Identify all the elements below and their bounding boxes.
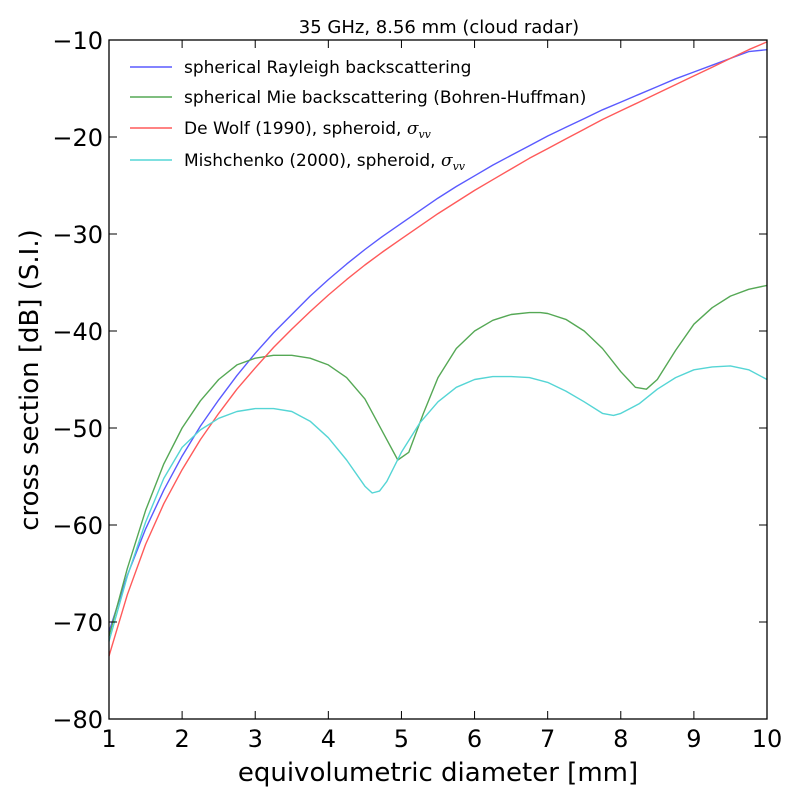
series-line-4: [108, 365, 768, 642]
plot-frame: [108, 39, 768, 720]
chart-title: 35 GHz, 8.56 mm (cloud radar): [299, 17, 579, 38]
x-tick-label: 7: [540, 725, 555, 753]
y-tick-label: −10: [52, 27, 103, 55]
series-line-3: [108, 41, 768, 657]
x-tick-label: 4: [321, 725, 336, 753]
x-axis-label: equivolumetric diameter [mm]: [238, 758, 638, 788]
series-layer: [108, 41, 768, 657]
y-tick-label: −60: [52, 512, 103, 540]
y-tick-label: −20: [52, 124, 103, 152]
legend-entry-3: De Wolf (1990), spheroid, σvv: [184, 119, 432, 141]
x-tick-label: 8: [613, 725, 628, 753]
x-tick-label: 10: [752, 725, 783, 753]
y-tick-label: −80: [52, 706, 103, 734]
y-tick-label: −50: [52, 415, 103, 443]
y-tick-label: −30: [52, 221, 103, 249]
y-axis-label: cross section [dB] (S.I.): [15, 229, 45, 530]
x-tick-label: 5: [394, 725, 409, 753]
y-tick-label: −70: [52, 609, 103, 637]
x-tick-label: 9: [686, 725, 701, 753]
series-line-2: [108, 284, 768, 637]
y-tick-label: −40: [52, 318, 103, 346]
legend: spherical Rayleigh backscattering spheric…: [130, 58, 586, 173]
tick-layer: 1 2 3 4 5 6 7 8 9 10 −80 −70 −60 −50 −40 −30 −20 −10: [52, 27, 782, 753]
x-tick-label: 1: [101, 725, 116, 753]
x-tick-label: 6: [467, 725, 482, 753]
legend-entry-1: spherical Rayleigh backscattering: [184, 58, 471, 78]
legend-entry-4: Mishchenko (2000), spheroid, σvv: [184, 151, 466, 173]
x-tick-label: 3: [248, 725, 263, 753]
series-line-1: [108, 49, 768, 632]
legend-entry-2: spherical Mie backscattering (Bohren-Huf…: [184, 88, 586, 108]
x-tick-label: 2: [174, 725, 189, 753]
